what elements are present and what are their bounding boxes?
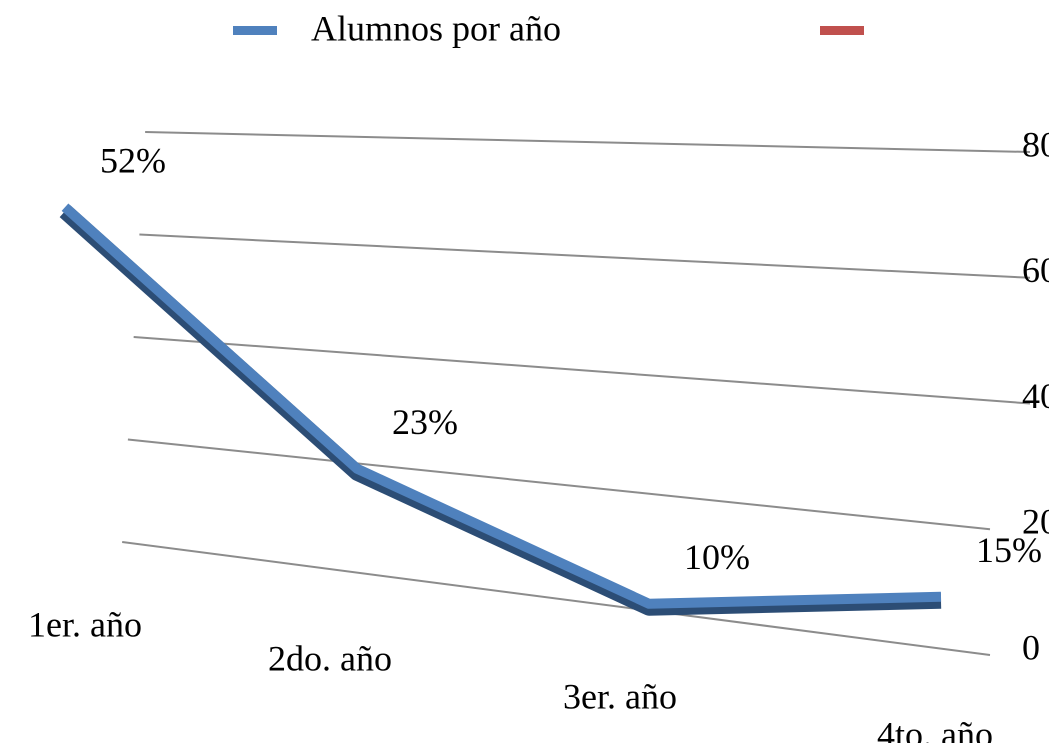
data-label: 10% bbox=[684, 537, 750, 577]
data-label: 15% bbox=[976, 530, 1042, 570]
y-tick-label: 80 bbox=[1022, 124, 1049, 164]
grid-line bbox=[145, 131, 1031, 153]
legend-swatch bbox=[820, 26, 864, 35]
data-label: 23% bbox=[392, 402, 458, 442]
legend-label: Alumnos por año bbox=[311, 8, 561, 48]
y-tick-label: 60 bbox=[1022, 250, 1049, 290]
data-label: 52% bbox=[100, 140, 166, 180]
grid-line bbox=[127, 438, 991, 531]
data-line bbox=[61, 203, 942, 609]
x-tick-label: 4to. año bbox=[877, 714, 993, 743]
grid-line bbox=[133, 336, 1031, 405]
y-tick-label: 0 bbox=[1022, 627, 1040, 667]
x-tick-label: 3er. año bbox=[563, 676, 677, 716]
y-tick-label: 20 bbox=[1022, 502, 1049, 542]
line-shadow bbox=[59, 205, 942, 616]
grid-line bbox=[139, 233, 1031, 279]
y-tick-label: 40 bbox=[1022, 376, 1049, 416]
legend-swatch bbox=[233, 26, 277, 35]
x-tick-label: 1er. año bbox=[28, 604, 142, 644]
x-tick-label: 2do. año bbox=[268, 638, 392, 678]
grid-line bbox=[122, 541, 991, 656]
